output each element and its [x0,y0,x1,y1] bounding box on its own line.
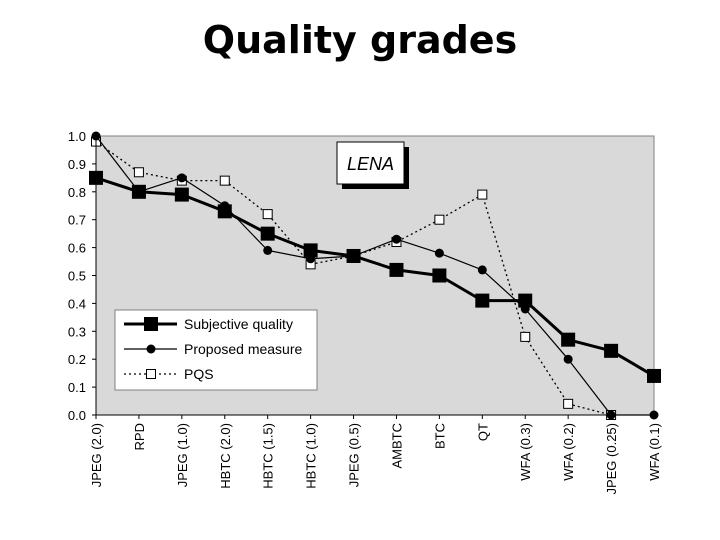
x-tick-label: AMBTC [389,423,404,469]
legend-swatch-marker [146,344,156,354]
x-tick-label: BTC [432,423,447,449]
data-point [475,293,490,308]
data-point [303,243,318,258]
x-tick-label: JPEG (0.5) [347,423,362,487]
x-tick-label: WFA (0.1) [647,423,662,481]
data-point [389,262,404,277]
legend-label: Proposed measure [184,341,303,357]
y-tick-label: 0.0 [68,408,86,423]
data-point [133,167,144,178]
data-point [604,343,619,358]
y-tick-label: 0.3 [68,324,86,339]
data-point [346,248,361,263]
data-point [434,248,444,258]
y-tick-label: 0.6 [68,241,86,256]
x-tick-label: WFA (0.3) [518,423,533,481]
y-tick-label: 0.7 [68,213,86,228]
x-tick-label: JPEG (1.0) [175,423,190,487]
y-tick-label: 0.9 [68,157,86,172]
data-point [131,184,146,199]
page-title: Quality grades [202,18,518,62]
x-tick-label: JPEG (0.25) [604,423,619,495]
x-tick-label: JPEG (2.0) [89,423,104,487]
legend-label: Subjective quality [184,316,293,332]
data-point [477,189,488,200]
series-subjective-quality [89,170,661,383]
x-tick-label: HBTC (2.0) [218,423,233,489]
annotation-box [336,141,405,185]
series-line [95,176,655,378]
legend-swatch-marker [146,369,156,379]
data-point [260,226,275,241]
data-point [518,293,533,308]
x-tick-label: HBTC (1.5) [261,423,276,489]
x-tick-label: HBTC (1.0) [304,423,319,489]
data-point [563,354,573,364]
y-tick-label: 0.4 [68,296,86,311]
data-point [217,204,232,219]
data-point [432,268,447,283]
data-point [263,245,273,255]
data-point [174,187,189,202]
legend-label: PQS [184,366,214,382]
x-tick-label: RPD [132,423,147,450]
data-point [219,175,230,186]
x-tick-label: QT [475,423,490,441]
annotation-label: LENA [347,154,394,174]
data-point [561,332,576,347]
series-line [95,135,654,416]
data-point [434,214,445,225]
data-point [391,234,401,244]
data-point [647,368,661,383]
legend-swatch-marker [144,317,158,331]
data-point [477,265,487,275]
y-tick-label: 1.0 [68,129,86,144]
y-tick-label: 0.8 [68,185,86,200]
data-point [520,331,531,342]
data-point [563,398,574,409]
x-tick-label: WFA (0.2) [561,423,576,481]
y-tick-label: 0.1 [68,380,86,395]
y-tick-label: 0.5 [68,269,86,284]
y-tick-label: 0.2 [68,352,86,367]
data-point [262,209,273,220]
data-point [177,173,187,183]
